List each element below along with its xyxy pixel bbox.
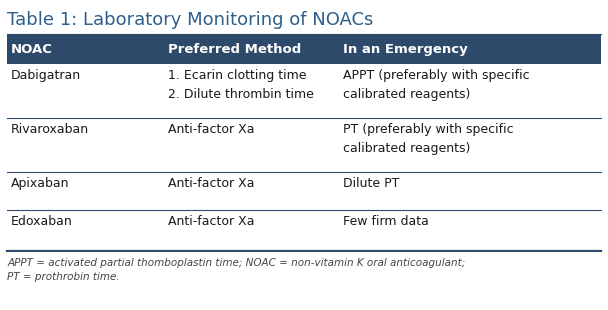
Text: APPT = activated partial thomboplastin time; NOAC = non-vitamin K oral anticoagu: APPT = activated partial thomboplastin t… bbox=[7, 258, 466, 282]
Text: 1. Ecarin clotting time
2. Dilute thrombin time: 1. Ecarin clotting time 2. Dilute thromb… bbox=[168, 69, 314, 101]
Text: Anti-factor Xa: Anti-factor Xa bbox=[168, 123, 254, 136]
Text: NOAC: NOAC bbox=[10, 43, 52, 56]
Text: Table 1: Laboratory Monitoring of NOACs: Table 1: Laboratory Monitoring of NOACs bbox=[7, 11, 374, 29]
Text: Apixaban: Apixaban bbox=[10, 176, 69, 189]
Text: Anti-factor Xa: Anti-factor Xa bbox=[168, 176, 254, 189]
FancyBboxPatch shape bbox=[7, 35, 601, 64]
Text: Few firm data: Few firm data bbox=[344, 215, 429, 228]
Text: Preferred Method: Preferred Method bbox=[168, 43, 301, 56]
Text: Dabigatran: Dabigatran bbox=[10, 69, 81, 82]
Text: Rivaroxaban: Rivaroxaban bbox=[10, 123, 89, 136]
Text: APPT (preferably with specific
calibrated reagents): APPT (preferably with specific calibrate… bbox=[344, 69, 530, 101]
Text: PT (preferably with specific
calibrated reagents): PT (preferably with specific calibrated … bbox=[344, 123, 514, 155]
Text: Dilute PT: Dilute PT bbox=[344, 176, 399, 189]
Text: Anti-factor Xa: Anti-factor Xa bbox=[168, 215, 254, 228]
Text: In an Emergency: In an Emergency bbox=[344, 43, 468, 56]
Text: Edoxaban: Edoxaban bbox=[10, 215, 72, 228]
